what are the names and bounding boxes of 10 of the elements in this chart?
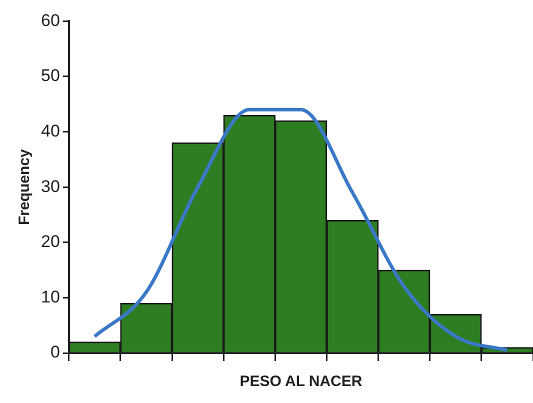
- y-tick-label: 10: [40, 287, 60, 306]
- x-axis-title: PESO AL NACER: [240, 373, 362, 390]
- y-tick-label: 30: [40, 176, 60, 196]
- y-tick-label: 0: [50, 342, 60, 362]
- y-tick-label: 20: [40, 232, 60, 252]
- y-tick-label: 60: [40, 10, 60, 30]
- y-axis-title: Frequency: [16, 148, 34, 226]
- line-series: [92, 108, 509, 352]
- y-tick-label: 40: [40, 121, 60, 140]
- y-tick-label: 50: [40, 66, 60, 86]
